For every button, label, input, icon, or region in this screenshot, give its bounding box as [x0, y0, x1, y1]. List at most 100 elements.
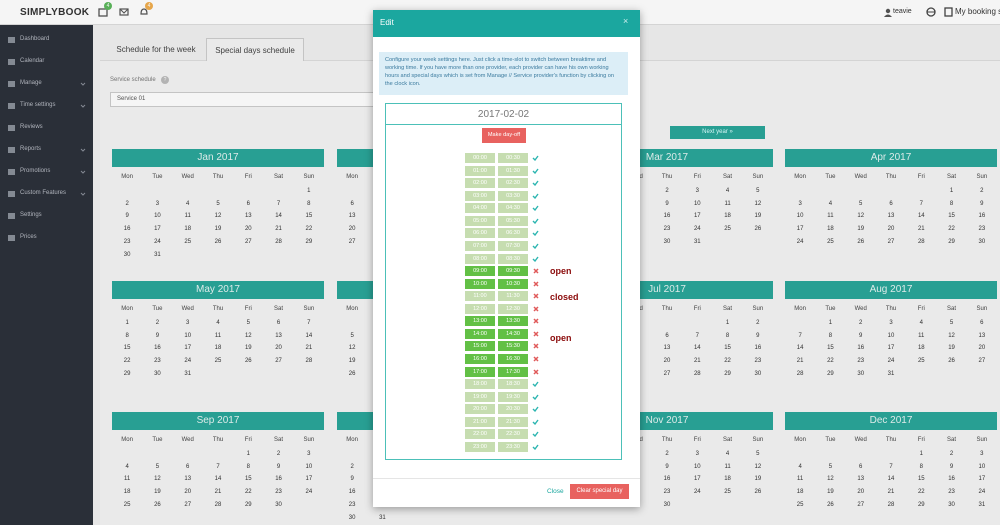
day-off-button[interactable]: Make day-off: [482, 128, 526, 143]
calendar-day[interactable]: 24: [305, 489, 313, 496]
calendar-day[interactable]: 17: [184, 345, 192, 352]
calendar-day[interactable]: 22: [244, 489, 252, 496]
time-slot[interactable]: 06:00: [465, 228, 495, 239]
time-slot[interactable]: 22:30: [498, 429, 528, 440]
time-slot[interactable]: 02:00: [465, 178, 495, 189]
calendar-day[interactable]: 22: [123, 358, 131, 365]
calendar-day[interactable]: 28: [796, 370, 804, 377]
calendar-day[interactable]: 13: [663, 345, 671, 352]
time-slot[interactable]: 08:30: [498, 253, 528, 264]
time-slot[interactable]: 09:00: [465, 266, 495, 277]
calendar-day[interactable]: 12: [754, 200, 762, 207]
calendar-day[interactable]: 3: [186, 320, 190, 326]
calendar-day[interactable]: 30: [948, 501, 955, 508]
calendar-day[interactable]: 20: [184, 489, 192, 496]
calendar-day[interactable]: 18: [724, 213, 731, 220]
time-slot[interactable]: 05:00: [465, 215, 495, 226]
calendar-day[interactable]: 4: [919, 320, 923, 326]
calendar-day[interactable]: 16: [978, 213, 986, 220]
calendar-day[interactable]: 27: [184, 501, 192, 508]
calendar-day[interactable]: 13: [857, 476, 865, 483]
calendar-day[interactable]: 25: [724, 226, 731, 233]
calendar-day[interactable]: 18: [214, 345, 222, 352]
calendar-day[interactable]: 2: [756, 320, 760, 326]
calendar-day[interactable]: 17: [305, 476, 313, 483]
calendar-day[interactable]: 26: [754, 489, 762, 496]
time-slot[interactable]: 09:30: [498, 266, 528, 277]
calendar-day[interactable]: 8: [246, 463, 250, 470]
clear-button[interactable]: Clear special day: [570, 484, 629, 499]
calendar-day[interactable]: 27: [978, 358, 986, 365]
calendar-day[interactable]: 14: [796, 345, 804, 352]
calendar-day[interactable]: 8: [949, 200, 954, 207]
calendar-day[interactable]: 12: [214, 213, 222, 220]
calendar-day[interactable]: 26: [948, 358, 955, 365]
calendar-day[interactable]: 30: [275, 501, 282, 508]
calendar-day[interactable]: 26: [754, 226, 762, 233]
calendar-day[interactable]: 25: [214, 358, 222, 365]
time-slot[interactable]: 10:00: [465, 278, 495, 289]
calendar-day[interactable]: 19: [948, 345, 955, 352]
calendar-day[interactable]: 2: [155, 320, 160, 326]
calendar-day[interactable]: 10: [978, 463, 986, 470]
calendar-day[interactable]: 12: [244, 332, 252, 339]
calendar-day[interactable]: 5: [756, 451, 760, 457]
calendar-day[interactable]: 12: [754, 463, 762, 470]
time-slot[interactable]: 08:00: [465, 253, 495, 264]
calendar-day[interactable]: 11: [724, 463, 731, 470]
calendar-day[interactable]: 23: [123, 238, 131, 245]
calendar-day[interactable]: 23: [348, 501, 356, 508]
calendar-day[interactable]: 1: [828, 320, 833, 326]
calendar-day[interactable]: 2: [949, 451, 954, 457]
calendar-day[interactable]: 10: [887, 332, 895, 339]
calendar-day[interactable]: 7: [889, 463, 893, 470]
calendar-day[interactable]: 17: [154, 226, 161, 233]
calendar-day[interactable]: 26: [214, 238, 222, 245]
calendar-day[interactable]: 16: [348, 489, 356, 496]
calendar-day[interactable]: 29: [305, 238, 313, 245]
calendar-day[interactable]: 27: [275, 358, 282, 365]
calendar-day[interactable]: 5: [246, 320, 250, 326]
calendar-day[interactable]: 22: [724, 358, 731, 365]
calendar-day[interactable]: 24: [693, 489, 701, 496]
time-slot[interactable]: 10:30: [498, 278, 528, 289]
calendar-day[interactable]: 6: [350, 200, 354, 207]
calendar-day[interactable]: 2: [350, 463, 354, 470]
time-slot[interactable]: 18:30: [498, 379, 528, 390]
calendar-day[interactable]: 30: [154, 370, 161, 377]
calendar-day[interactable]: 9: [756, 332, 760, 339]
calendar-day[interactable]: 27: [857, 501, 865, 508]
calendar-day[interactable]: 14: [917, 213, 925, 220]
calendar-day[interactable]: 26: [154, 501, 161, 508]
calendar-day[interactable]: 25: [827, 238, 834, 245]
calendar-day[interactable]: 30: [348, 514, 356, 521]
calendar-day[interactable]: 4: [725, 451, 730, 457]
calendar-day[interactable]: 14: [693, 345, 701, 352]
calendar-day[interactable]: 13: [184, 476, 192, 483]
calendar-day[interactable]: 23: [857, 358, 865, 365]
calendar-day[interactable]: 27: [244, 238, 252, 245]
calendar-day[interactable]: 22: [305, 226, 313, 233]
time-slot[interactable]: 19:30: [498, 391, 528, 402]
calendar-day[interactable]: 12: [348, 345, 356, 352]
calendar-day[interactable]: 20: [663, 358, 671, 365]
tab[interactable]: Schedule for the week: [116, 45, 196, 54]
calendar-day[interactable]: 29: [827, 370, 834, 377]
calendar-day[interactable]: 3: [695, 451, 699, 457]
time-slot[interactable]: 04:30: [498, 203, 528, 214]
time-slot[interactable]: 19:00: [465, 391, 495, 402]
time-slot[interactable]: 05:30: [498, 215, 528, 226]
calendar-day[interactable]: 12: [827, 476, 834, 483]
calendar-day[interactable]: 22: [917, 489, 925, 496]
calendar-day[interactable]: 5: [155, 463, 160, 470]
calendar-day[interactable]: 8: [828, 332, 833, 339]
calendar-day[interactable]: 20: [978, 345, 986, 352]
calendar-day[interactable]: 18: [184, 226, 192, 233]
calendar-day[interactable]: 18: [724, 476, 731, 483]
calendar-day[interactable]: 15: [917, 476, 925, 483]
calendar-day[interactable]: 16: [948, 476, 955, 483]
calendar-day[interactable]: 17: [796, 226, 804, 233]
time-slot[interactable]: 21:00: [465, 416, 495, 427]
calendar-day[interactable]: 9: [980, 200, 984, 207]
menu-item[interactable]: Time settings: [20, 102, 56, 108]
